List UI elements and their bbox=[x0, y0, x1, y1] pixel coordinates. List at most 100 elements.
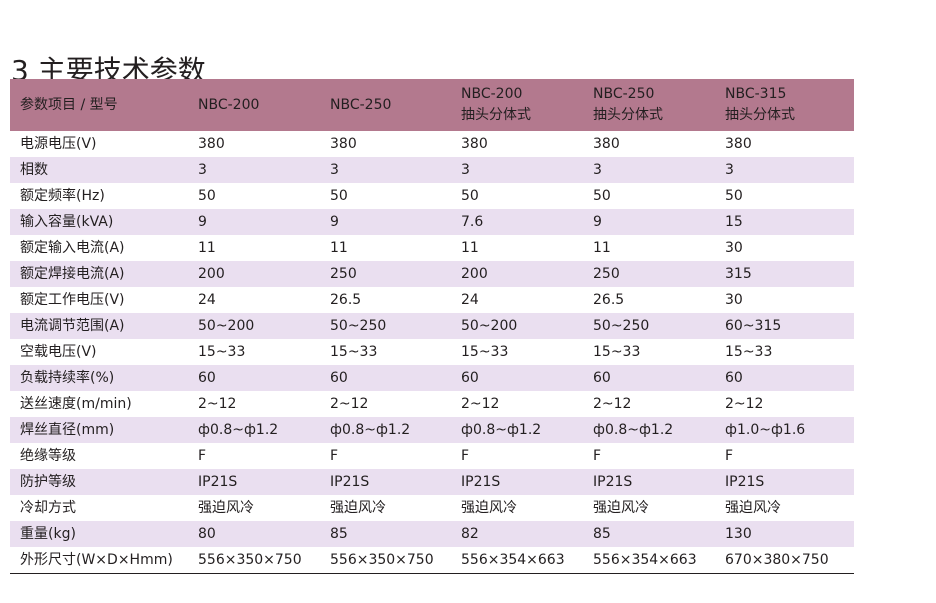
row-label-cell: 输入容量(kVA) bbox=[20, 214, 114, 230]
table-row: 焊丝直径(mm) ф0.8~ф1.2 ф0.8~ф1.2 ф0.8~ф1.2 ф0.8~… bbox=[10, 417, 854, 443]
value-cell: ф0.8~ф1.2 bbox=[198, 422, 279, 438]
value-cell: 60 bbox=[461, 370, 479, 386]
header-cell-model: NBC-200 bbox=[188, 79, 320, 131]
value-cell: 50~200 bbox=[198, 318, 255, 334]
value-cell: 24 bbox=[461, 292, 479, 308]
value-cell: ф1.0~ф1.6 bbox=[725, 422, 806, 438]
table-row: 外形尺寸(W×D×Hmm) 556×350×750 556×350×750 556×3… bbox=[10, 547, 854, 574]
table-row: 冷却方式 强迫风冷 强迫风冷 强迫风冷 强迫风冷 强迫风冷 bbox=[10, 495, 854, 521]
value-cell: 50~250 bbox=[330, 318, 387, 334]
table-row: 重量(kg) 80 85 82 85 130 bbox=[10, 521, 854, 547]
row-label-cell: 送丝速度(m/min) bbox=[20, 396, 132, 412]
value-cell: 670×380×750 bbox=[725, 552, 829, 568]
header-cell-line: NBC-200 bbox=[198, 96, 260, 113]
table-row: 输入容量(kVA) 9 9 7.6 9 15 bbox=[10, 209, 854, 235]
value-cell: 15~33 bbox=[461, 344, 509, 360]
value-cell: 强迫风冷 bbox=[198, 500, 254, 516]
value-cell: 30 bbox=[725, 292, 743, 308]
value-cell: 强迫风冷 bbox=[461, 500, 517, 516]
value-cell: 24 bbox=[198, 292, 216, 308]
value-cell: 11 bbox=[330, 240, 348, 256]
row-label-cell: 焊丝直径(mm) bbox=[20, 422, 115, 438]
value-cell: 250 bbox=[330, 266, 357, 282]
header-cell-line: NBC-250 bbox=[330, 96, 392, 113]
row-label-cell: 空载电压(V) bbox=[20, 344, 97, 360]
value-cell: 3 bbox=[330, 162, 339, 178]
value-cell: 380 bbox=[461, 136, 488, 152]
value-cell: IP21S bbox=[330, 474, 370, 490]
table-row: 送丝速度(m/min) 2~12 2~12 2~12 2~12 2~12 bbox=[10, 391, 854, 417]
table-row: 绝缘等级 F F F F F bbox=[10, 443, 854, 469]
header-cell-line: 参数项目 / 型号 bbox=[20, 96, 118, 113]
value-cell: 380 bbox=[330, 136, 357, 152]
table-row: 额定输入电流(A) 11 11 11 11 30 bbox=[10, 235, 854, 261]
header-cell-param: 参数项目 / 型号 bbox=[10, 79, 188, 131]
header-cell-line: 抽头分体式 bbox=[593, 107, 663, 123]
value-cell: 强迫风冷 bbox=[593, 500, 649, 516]
value-cell: 9 bbox=[330, 214, 339, 230]
value-cell: F bbox=[593, 448, 602, 464]
value-cell: 50 bbox=[330, 188, 348, 204]
table-row: 电源电压(V) 380 380 380 380 380 bbox=[10, 131, 854, 157]
value-cell: 556×350×750 bbox=[198, 552, 302, 568]
value-cell: 3 bbox=[461, 162, 470, 178]
value-cell: 50 bbox=[593, 188, 611, 204]
value-cell: 强迫风冷 bbox=[725, 500, 781, 516]
value-cell: 200 bbox=[198, 266, 225, 282]
value-cell: 强迫风冷 bbox=[330, 500, 386, 516]
value-cell: 50~200 bbox=[461, 318, 518, 334]
value-cell: 60 bbox=[725, 370, 743, 386]
row-label-cell: 额定焊接电流(A) bbox=[20, 266, 125, 282]
header-cell-model: NBC-250 bbox=[320, 79, 451, 131]
value-cell: 2~12 bbox=[198, 396, 237, 412]
value-cell: IP21S bbox=[198, 474, 238, 490]
row-label-cell: 额定工作电压(V) bbox=[20, 292, 125, 308]
table-row: 空载电压(V) 15~33 15~33 15~33 15~33 15~33 bbox=[10, 339, 854, 365]
value-cell: 26.5 bbox=[330, 292, 362, 308]
value-cell: 3 bbox=[725, 162, 734, 178]
value-cell: 85 bbox=[330, 526, 348, 542]
value-cell: 80 bbox=[198, 526, 216, 542]
value-cell: 60 bbox=[593, 370, 611, 386]
value-cell: 15~33 bbox=[330, 344, 378, 360]
value-cell: ф0.8~ф1.2 bbox=[461, 422, 542, 438]
header-cell-line: NBC-315 bbox=[725, 86, 787, 102]
value-cell: 556×350×750 bbox=[330, 552, 434, 568]
spec-table-body: 电源电压(V) 380 380 380 380 380 相数 3 3 3 3 3 额定频率(Hz) 50 5… bbox=[10, 131, 854, 574]
value-cell: 9 bbox=[198, 214, 207, 230]
value-cell: 380 bbox=[198, 136, 225, 152]
row-label-cell: 电流调节范围(A) bbox=[20, 318, 125, 334]
value-cell: 15~33 bbox=[593, 344, 641, 360]
value-cell: 3 bbox=[593, 162, 602, 178]
value-cell: 60 bbox=[198, 370, 216, 386]
value-cell: 556×354×663 bbox=[593, 552, 697, 568]
value-cell: 11 bbox=[198, 240, 216, 256]
row-label-cell: 电源电压(V) bbox=[20, 136, 97, 152]
table-row: 额定频率(Hz) 50 50 50 50 50 bbox=[10, 183, 854, 209]
row-label-cell: 防护等级 bbox=[20, 474, 76, 490]
header-cell-line: 抽头分体式 bbox=[461, 107, 531, 123]
row-label-cell: 外形尺寸(W×D×Hmm) bbox=[20, 552, 173, 568]
value-cell: F bbox=[725, 448, 734, 464]
table-row: 相数 3 3 3 3 3 bbox=[10, 157, 854, 183]
value-cell: F bbox=[461, 448, 470, 464]
value-cell: F bbox=[330, 448, 339, 464]
row-label-cell: 重量(kg) bbox=[20, 526, 76, 542]
value-cell: 2~12 bbox=[593, 396, 632, 412]
value-cell: 3 bbox=[198, 162, 207, 178]
spec-table-header: 参数项目 / 型号 NBC-200 NBC-250 NBC-200 抽头分体式 NBC-2… bbox=[10, 79, 854, 131]
table-row: 负载持续率(%) 60 60 60 60 60 bbox=[10, 365, 854, 391]
spec-table: 参数项目 / 型号 NBC-200 NBC-250 NBC-200 抽头分体式 NBC-2… bbox=[10, 79, 854, 574]
value-cell: 50 bbox=[198, 188, 216, 204]
value-cell: 380 bbox=[725, 136, 752, 152]
value-cell: 60~315 bbox=[725, 318, 782, 334]
value-cell: ф0.8~ф1.2 bbox=[330, 422, 411, 438]
row-label-cell: 冷却方式 bbox=[20, 500, 76, 516]
row-label-cell: 负载持续率(%) bbox=[20, 370, 115, 386]
value-cell: 11 bbox=[593, 240, 611, 256]
header-cell-line: NBC-250 bbox=[593, 86, 655, 102]
value-cell: 15~33 bbox=[198, 344, 246, 360]
value-cell: 250 bbox=[593, 266, 620, 282]
value-cell: 200 bbox=[461, 266, 488, 282]
table-row: 额定工作电压(V) 24 26.5 24 26.5 30 bbox=[10, 287, 854, 313]
